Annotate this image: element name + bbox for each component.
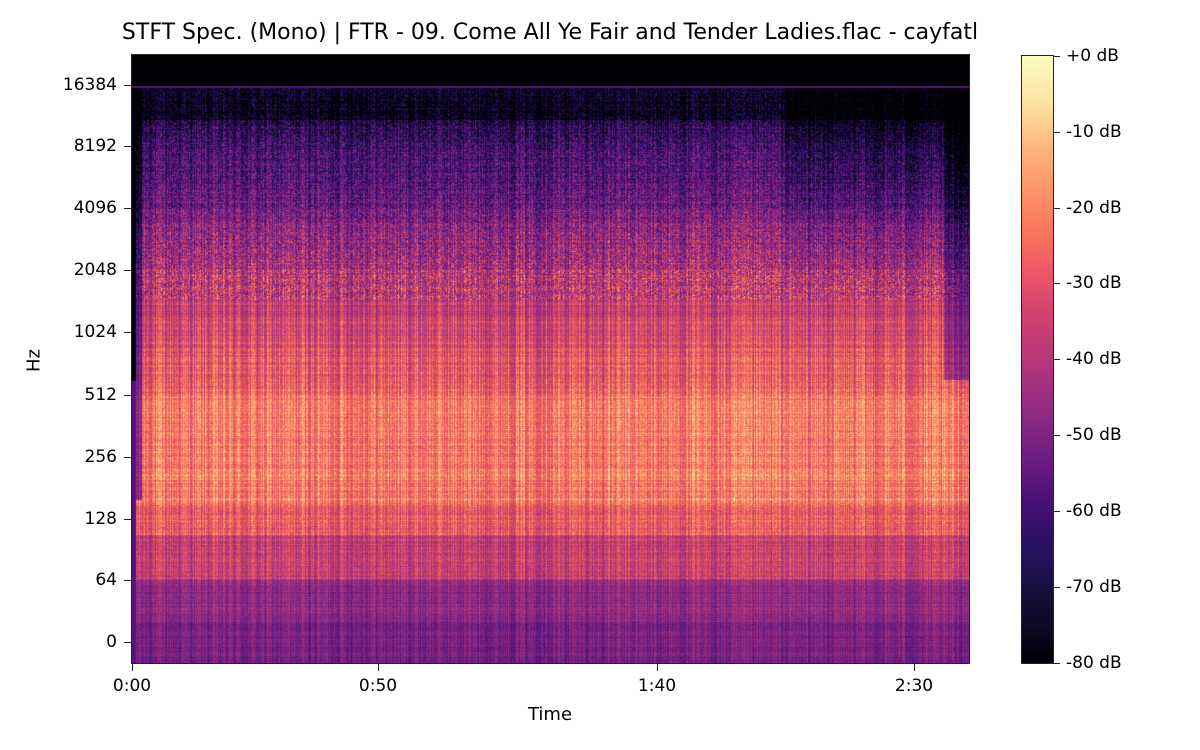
- x-tick-mark: [132, 663, 133, 671]
- colorbar-tick-label: -50 dB: [1066, 425, 1122, 445]
- x-tick-mark: [657, 663, 658, 671]
- y-tick-label: 0: [106, 632, 117, 652]
- colorbar-tick-label: -60 dB: [1066, 501, 1122, 521]
- x-tick-mark: [914, 663, 915, 671]
- y-tick-label: 64: [95, 570, 117, 590]
- spectrogram-plot-area: [132, 55, 969, 663]
- y-tick-label: 2048: [73, 260, 117, 280]
- y-tick-mark: [124, 395, 132, 396]
- colorbar-tick-mark: [1053, 208, 1060, 209]
- colorbar-tick-label: -30 dB: [1066, 273, 1122, 293]
- y-tick-mark: [124, 332, 132, 333]
- y-tick-label: 512: [84, 385, 117, 405]
- y-tick-mark: [124, 208, 132, 209]
- colorbar-tick-label: -10 dB: [1066, 122, 1122, 142]
- y-tick-mark: [124, 85, 132, 86]
- x-tick-label: 0:50: [358, 676, 398, 696]
- y-tick-label: 1024: [73, 322, 117, 342]
- y-tick-label: 8192: [73, 136, 117, 156]
- y-tick-label: 4096: [73, 198, 117, 218]
- colorbar-tick-mark: [1053, 56, 1060, 57]
- colorbar-tick-mark: [1053, 283, 1060, 284]
- colorbar-tick-mark: [1053, 132, 1060, 133]
- y-tick-mark: [124, 519, 132, 520]
- colorbar-tick-label: -40 dB: [1066, 349, 1122, 369]
- colorbar: [1021, 55, 1054, 664]
- y-tick-mark: [124, 270, 132, 271]
- colorbar-tick-mark: [1053, 663, 1060, 664]
- y-tick-mark: [124, 642, 132, 643]
- y-tick-mark: [124, 580, 132, 581]
- chart-title: STFT Spec. (Mono) | FTR - 09. Come All Y…: [121, 20, 979, 45]
- colorbar-tick-mark: [1053, 511, 1060, 512]
- x-axis-title: Time: [527, 704, 573, 725]
- x-tick-label: 1:40: [637, 676, 677, 696]
- spectrogram-heatmap: [132, 55, 969, 663]
- colorbar-tick-mark: [1053, 359, 1060, 360]
- y-axis-title: Hz: [23, 349, 45, 372]
- x-tick-label: 2:30: [894, 676, 934, 696]
- colorbar-tick-label: +0 dB: [1066, 46, 1119, 66]
- y-tick-mark: [124, 146, 132, 147]
- x-tick-mark: [378, 663, 379, 671]
- colorbar-tick-mark: [1053, 435, 1060, 436]
- y-tick-label: 256: [84, 447, 117, 467]
- colorbar-tick-label: -20 dB: [1066, 198, 1122, 218]
- colorbar-tick-mark: [1053, 587, 1060, 588]
- colorbar-tick-label: -70 dB: [1066, 577, 1122, 597]
- y-tick-label: 16384: [62, 75, 117, 95]
- y-tick-label: 128: [84, 509, 117, 529]
- x-tick-label: 0:00: [112, 676, 152, 696]
- colorbar-tick-label: -80 dB: [1066, 653, 1122, 673]
- y-tick-mark: [124, 457, 132, 458]
